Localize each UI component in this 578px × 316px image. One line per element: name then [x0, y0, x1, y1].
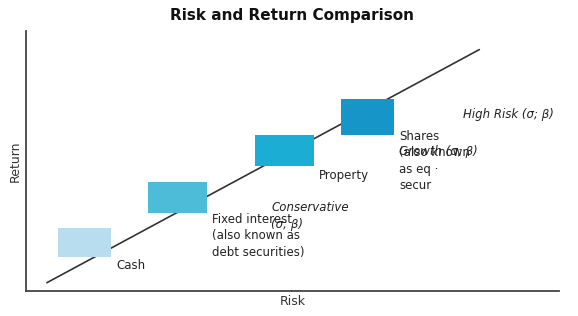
Bar	[58, 228, 111, 257]
Text: Property: Property	[319, 169, 369, 182]
Text: Growth (σ; β): Growth (σ; β)	[399, 145, 478, 158]
X-axis label: Risk: Risk	[279, 295, 305, 308]
Text: Cash: Cash	[116, 259, 146, 272]
Text: Shares
(also known
as eq ·
secur: Shares (also known as eq · secur	[399, 130, 470, 192]
Bar	[149, 182, 207, 213]
Text: Conservative
(σ; β): Conservative (σ; β)	[271, 201, 349, 231]
Y-axis label: Return: Return	[8, 140, 21, 182]
Text: High Risk (σ; β): High Risk (σ; β)	[464, 108, 554, 121]
Bar	[255, 135, 314, 166]
Text: Fixed interest
(also known as
debt securities): Fixed interest (also known as debt secur…	[212, 213, 305, 259]
Bar	[340, 99, 394, 135]
Title: Risk and Return Comparison: Risk and Return Comparison	[171, 8, 414, 23]
